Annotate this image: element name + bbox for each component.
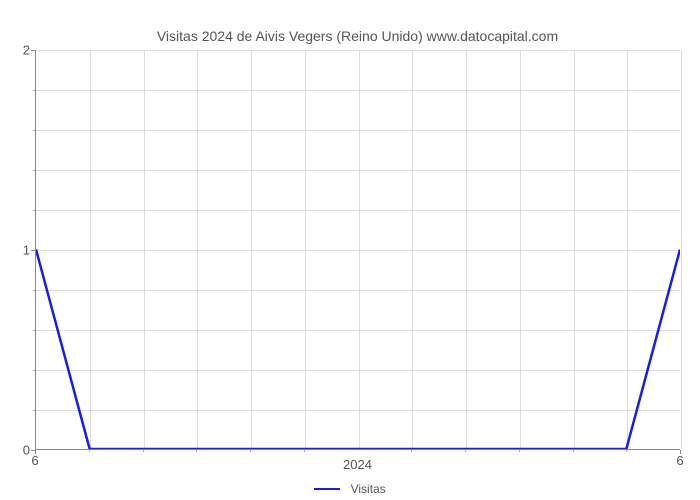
x-axis-minor-tick: [89, 450, 90, 452]
y-axis-tick-mark: [31, 250, 35, 251]
y-axis-minor-tick: [33, 370, 35, 371]
x-axis-minor-tick: [143, 450, 144, 452]
data-line: [36, 50, 680, 449]
x-axis-tick-mark: [680, 450, 681, 454]
y-axis-tick-label: 0: [15, 443, 30, 458]
x-axis-tick-label: 6: [676, 453, 683, 468]
y-axis-minor-tick: [33, 410, 35, 411]
x-axis-minor-tick: [196, 450, 197, 452]
x-axis-minor-tick: [465, 450, 466, 452]
y-axis-minor-tick: [33, 130, 35, 131]
legend-line-swatch: [314, 488, 340, 491]
y-axis-tick-label: 2: [15, 43, 30, 58]
chart-container: Visitas 2024 de Aivis Vegers (Reino Unid…: [35, 25, 680, 450]
y-axis-tick-label: 1: [15, 243, 30, 258]
y-axis-minor-tick: [33, 330, 35, 331]
y-axis-minor-tick: [33, 170, 35, 171]
x-axis-tick-label: 6: [31, 453, 38, 468]
x-axis-tick-mark: [35, 450, 36, 454]
x-axis-minor-tick: [573, 450, 574, 452]
plot-area: [35, 50, 680, 450]
y-axis-minor-tick: [33, 90, 35, 91]
x-axis-minor-tick: [519, 450, 520, 452]
grid-line-vertical: [681, 50, 682, 449]
legend: Visitas: [0, 481, 700, 496]
x-axis-center-label: 2024: [343, 457, 372, 472]
x-axis-minor-tick: [304, 450, 305, 452]
chart-title: Visitas 2024 de Aivis Vegers (Reino Unid…: [35, 28, 680, 44]
x-axis-minor-tick: [626, 450, 627, 452]
x-axis-minor-tick: [411, 450, 412, 452]
y-axis-minor-tick: [33, 290, 35, 291]
x-axis-minor-tick: [250, 450, 251, 452]
y-axis-tick-mark: [31, 50, 35, 51]
y-axis-minor-tick: [33, 210, 35, 211]
legend-label: Visitas: [351, 482, 386, 496]
